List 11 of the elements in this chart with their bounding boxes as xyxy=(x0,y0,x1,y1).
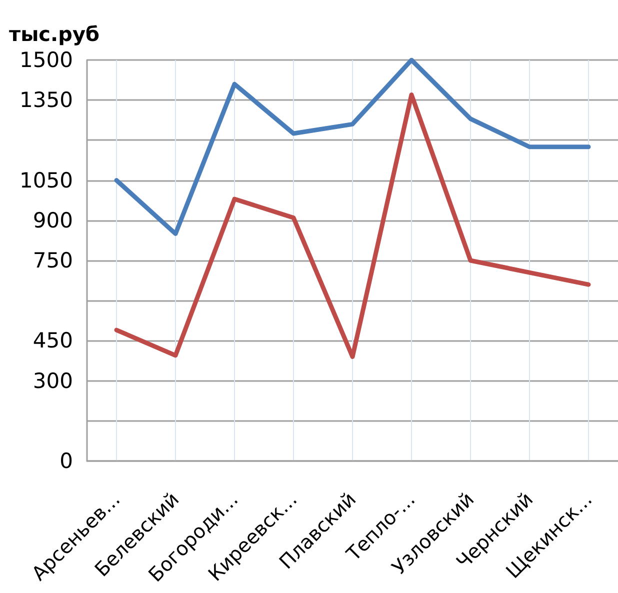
y-tick-label: 1500 xyxy=(20,48,73,72)
line-series xyxy=(114,92,591,359)
y-tick-label: 1350 xyxy=(20,88,73,112)
y-tick-label: 900 xyxy=(32,208,73,232)
line-series xyxy=(114,58,591,236)
y-tick-label: 750 xyxy=(32,248,73,272)
y-tick-label: 0 xyxy=(60,449,73,473)
y-tick-label: 300 xyxy=(32,368,73,393)
y-axis-title: тыс.руб xyxy=(9,22,100,46)
y-tick-label: 1050 xyxy=(20,168,73,192)
y-tick-label: 450 xyxy=(32,328,73,353)
